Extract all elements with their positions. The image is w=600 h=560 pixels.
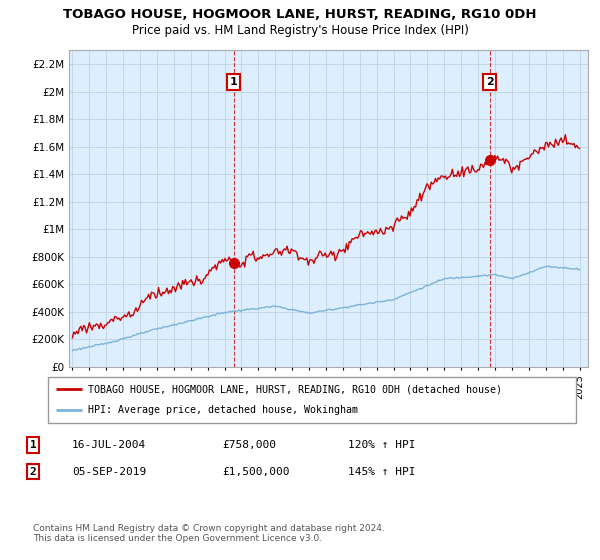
Text: TOBAGO HOUSE, HOGMOOR LANE, HURST, READING, RG10 0DH: TOBAGO HOUSE, HOGMOOR LANE, HURST, READI… [63,8,537,21]
Text: 120% ↑ HPI: 120% ↑ HPI [348,440,415,450]
Text: 16-JUL-2004: 16-JUL-2004 [72,440,146,450]
Text: 1: 1 [29,440,37,450]
Text: Price paid vs. HM Land Registry's House Price Index (HPI): Price paid vs. HM Land Registry's House … [131,24,469,37]
Text: £758,000: £758,000 [222,440,276,450]
Text: Contains HM Land Registry data © Crown copyright and database right 2024.
This d: Contains HM Land Registry data © Crown c… [33,524,385,543]
FancyBboxPatch shape [48,377,576,423]
Text: 2: 2 [486,77,493,87]
Text: 05-SEP-2019: 05-SEP-2019 [72,466,146,477]
Text: 1: 1 [230,77,238,87]
Text: 145% ↑ HPI: 145% ↑ HPI [348,466,415,477]
Text: £1,500,000: £1,500,000 [222,466,290,477]
Text: 2: 2 [29,466,37,477]
Text: TOBAGO HOUSE, HOGMOOR LANE, HURST, READING, RG10 0DH (detached house): TOBAGO HOUSE, HOGMOOR LANE, HURST, READI… [88,384,502,394]
Text: HPI: Average price, detached house, Wokingham: HPI: Average price, detached house, Woki… [88,405,358,416]
